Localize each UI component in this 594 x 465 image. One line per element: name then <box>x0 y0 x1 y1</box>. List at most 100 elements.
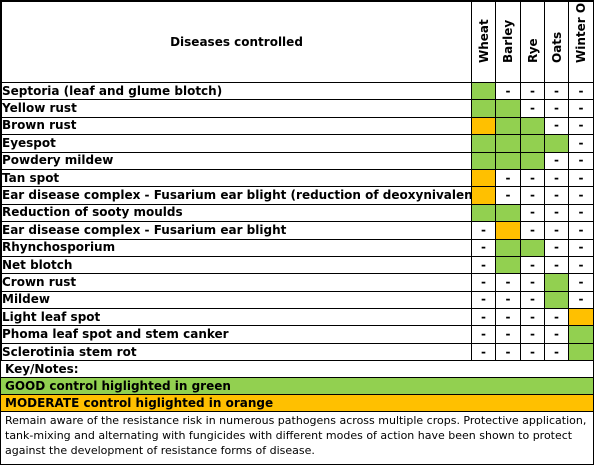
control-cell <box>520 116 545 136</box>
key-moderate: MODERATE control higlighted in orange <box>1 395 593 413</box>
table-row: Phoma leaf spot and stem canker - - - - <box>1 325 594 344</box>
table-row: Tan spot - - - - <box>1 168 594 188</box>
control-cell: - <box>568 116 594 136</box>
control-cell <box>471 203 496 223</box>
crop-header-barley: Barley <box>495 1 521 83</box>
control-cell: - <box>471 325 496 344</box>
control-cell: - <box>544 342 569 362</box>
control-cell: - <box>544 168 569 188</box>
control-cell: - <box>520 99 545 118</box>
crop-label: Barley <box>501 19 515 63</box>
disease-name: Mildew <box>1 290 472 310</box>
control-cell: - <box>544 151 569 170</box>
control-cell: - <box>568 99 594 118</box>
crop-header-oats: Oats <box>544 1 569 83</box>
disease-name: Reduction of sooty moulds <box>1 203 472 223</box>
control-cell: - <box>471 221 496 240</box>
control-cell <box>471 168 496 188</box>
disease-name: Ear disease complex - Fusarium ear bligh… <box>1 186 472 205</box>
control-cell <box>495 238 521 257</box>
crop-label: Wheat <box>476 19 491 63</box>
control-cell: - <box>568 255 594 275</box>
table-row: Powdery mildew - - <box>1 151 594 170</box>
control-cell <box>471 186 496 205</box>
control-cell: - <box>495 168 521 188</box>
control-cell: - <box>568 238 594 257</box>
table-row: Yellow rust - - - <box>1 99 594 118</box>
control-cell <box>495 221 521 240</box>
control-cell: - <box>471 238 496 257</box>
control-cell: - <box>568 273 594 292</box>
control-cell <box>568 342 594 362</box>
crop-label: Winter OSR <box>574 1 588 64</box>
disease-name: Sclerotinia stem rot <box>1 342 472 362</box>
control-cell: - <box>520 81 545 101</box>
control-cell: - <box>568 290 594 310</box>
control-cell: - <box>544 308 569 327</box>
control-cell <box>471 81 496 101</box>
resistance-note: Remain aware of the resistance risk in n… <box>5 414 587 458</box>
control-cell: - <box>544 99 569 118</box>
crop-label: Rye <box>525 38 540 63</box>
table-row: Sclerotinia stem rot - - - - <box>1 342 594 362</box>
control-cell: - <box>495 186 521 205</box>
control-cell <box>495 203 521 223</box>
control-cell: - <box>544 186 569 205</box>
table-row: Light leaf spot - - - - <box>1 308 594 327</box>
control-cell: - <box>568 134 594 153</box>
table-body: Diseases controlled Wheat Barley Rye Oat… <box>1 1 594 362</box>
table-row: Rhynchosporium - - - <box>1 238 594 257</box>
control-cell <box>568 308 594 327</box>
control-cell: - <box>520 342 545 362</box>
control-cell: - <box>568 81 594 101</box>
control-cell: - <box>520 168 545 188</box>
disease-name: Yellow rust <box>1 99 472 118</box>
crop-header-rye: Rye <box>520 1 545 83</box>
control-cell <box>544 290 569 310</box>
control-cell: - <box>544 203 569 223</box>
control-cell: - <box>495 273 521 292</box>
control-cell <box>471 99 496 118</box>
crop-header-winter-osr: Winter OSR <box>568 1 594 83</box>
crop-label: Oats <box>549 31 564 63</box>
header-row: Diseases controlled Wheat Barley Rye Oat… <box>1 1 594 83</box>
control-cell: - <box>520 290 545 310</box>
table-row: Mildew - - - - <box>1 290 594 310</box>
control-cell <box>471 116 496 136</box>
control-cell <box>544 273 569 292</box>
control-cell: - <box>471 273 496 292</box>
control-cell: - <box>520 325 545 344</box>
disease-name: Crown rust <box>1 273 472 292</box>
control-cell: - <box>568 221 594 240</box>
disease-name: Tan spot <box>1 168 472 188</box>
control-cell: - <box>544 221 569 240</box>
control-cell: - <box>471 290 496 310</box>
table-title: Diseases controlled <box>1 1 472 83</box>
control-cell: - <box>495 308 521 327</box>
control-cell: - <box>544 116 569 136</box>
control-cell <box>568 325 594 344</box>
disease-name: Net blotch <box>1 255 472 275</box>
control-cell: - <box>520 221 545 240</box>
control-cell: - <box>544 81 569 101</box>
disease-name: Septoria (leaf and glume blotch) <box>1 81 472 101</box>
control-cell: - <box>544 325 569 344</box>
control-cell: - <box>544 238 569 257</box>
disease-control-table: Diseases controlled Wheat Barley Rye Oat… <box>1 1 594 362</box>
table-row: Septoria (leaf and glume blotch) - - - - <box>1 81 594 101</box>
control-cell <box>520 151 545 170</box>
control-cell: - <box>520 255 545 275</box>
control-cell: - <box>495 342 521 362</box>
control-cell: - <box>520 186 545 205</box>
control-cell: - <box>568 203 594 223</box>
control-cell: - <box>495 325 521 344</box>
control-cell: - <box>495 290 521 310</box>
control-cell <box>495 255 521 275</box>
disease-name: Ear disease complex - Fusarium ear bligh… <box>1 221 472 240</box>
control-cell: - <box>495 81 521 101</box>
control-cell <box>495 134 521 153</box>
disease-name: Brown rust <box>1 116 472 136</box>
control-cell: - <box>568 168 594 188</box>
control-cell <box>471 134 496 153</box>
table-row: Brown rust - - <box>1 116 594 136</box>
